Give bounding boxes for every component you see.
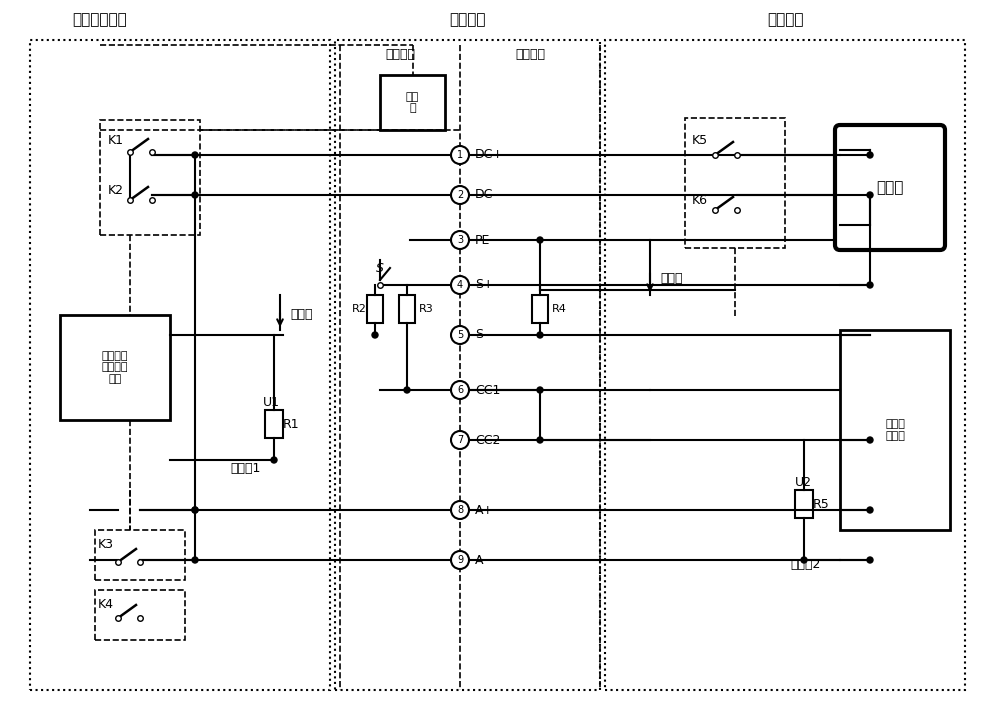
Text: K2: K2 bbox=[108, 183, 124, 196]
Text: 车辆控
制装置: 车辆控 制装置 bbox=[885, 419, 905, 441]
Text: 电动汽车: 电动汽车 bbox=[767, 13, 803, 28]
Text: 8: 8 bbox=[456, 505, 463, 515]
Text: 检测点1: 检测点1 bbox=[230, 461, 260, 474]
Text: CC1: CC1 bbox=[475, 383, 500, 397]
Circle shape bbox=[451, 276, 469, 294]
Bar bbox=[95, 530, 185, 580]
Circle shape bbox=[192, 152, 198, 158]
Text: 车身地: 车身地 bbox=[660, 272, 683, 284]
Text: K1: K1 bbox=[108, 134, 124, 146]
Circle shape bbox=[192, 192, 198, 198]
Text: 电池包: 电池包 bbox=[876, 180, 904, 195]
Text: DC+: DC+ bbox=[475, 149, 504, 161]
Text: 设备地: 设备地 bbox=[290, 309, 312, 321]
Bar bbox=[685, 118, 785, 248]
Text: 3: 3 bbox=[456, 235, 463, 245]
Text: 7: 7 bbox=[456, 435, 463, 445]
Text: K6: K6 bbox=[692, 193, 708, 206]
Circle shape bbox=[451, 551, 469, 569]
Circle shape bbox=[867, 282, 873, 288]
Text: A-: A- bbox=[475, 553, 487, 567]
Text: 1: 1 bbox=[456, 150, 463, 160]
Bar bbox=[60, 315, 170, 420]
Text: 9: 9 bbox=[456, 555, 463, 565]
Bar bbox=[605, 40, 965, 690]
Circle shape bbox=[867, 507, 873, 513]
Text: 5: 5 bbox=[456, 330, 463, 340]
Circle shape bbox=[867, 437, 873, 443]
Bar bbox=[335, 40, 600, 690]
Text: 4: 4 bbox=[456, 280, 463, 290]
Text: R3: R3 bbox=[419, 304, 433, 314]
Circle shape bbox=[867, 557, 873, 563]
Bar bbox=[690, 125, 770, 175]
Bar bbox=[840, 330, 950, 530]
Text: K3: K3 bbox=[98, 538, 114, 552]
Bar bbox=[795, 490, 813, 518]
Text: 检测点2: 检测点2 bbox=[790, 559, 821, 572]
Circle shape bbox=[271, 457, 277, 463]
Circle shape bbox=[537, 332, 543, 338]
Circle shape bbox=[801, 557, 807, 563]
Bar bbox=[30, 40, 330, 690]
Bar bbox=[105, 125, 180, 170]
Circle shape bbox=[192, 507, 198, 513]
Text: 2: 2 bbox=[456, 190, 463, 200]
Text: 车辆插头: 车辆插头 bbox=[385, 48, 415, 61]
Text: S: S bbox=[376, 262, 384, 274]
Circle shape bbox=[451, 146, 469, 164]
Text: S-: S- bbox=[475, 328, 487, 341]
Circle shape bbox=[867, 192, 873, 198]
Bar bbox=[690, 185, 770, 235]
Text: CC2: CC2 bbox=[475, 434, 500, 447]
Text: U1: U1 bbox=[263, 395, 280, 409]
Bar bbox=[105, 175, 180, 220]
Bar bbox=[265, 410, 283, 438]
Circle shape bbox=[537, 437, 543, 443]
Circle shape bbox=[192, 507, 198, 513]
Text: U2: U2 bbox=[795, 476, 812, 488]
Text: 车辆接口: 车辆接口 bbox=[449, 13, 486, 28]
Text: K5: K5 bbox=[692, 134, 708, 146]
Text: K4: K4 bbox=[98, 599, 114, 611]
Circle shape bbox=[451, 381, 469, 399]
Text: S+: S+ bbox=[475, 279, 493, 292]
Circle shape bbox=[451, 326, 469, 344]
Text: PE: PE bbox=[475, 233, 490, 247]
Circle shape bbox=[537, 237, 543, 243]
Text: 电子
锁: 电子 锁 bbox=[405, 92, 419, 113]
Text: 6: 6 bbox=[456, 385, 463, 395]
Text: A+: A+ bbox=[475, 503, 494, 516]
Circle shape bbox=[451, 231, 469, 249]
Text: R2: R2 bbox=[352, 304, 367, 314]
Text: DC-: DC- bbox=[475, 188, 497, 201]
Text: 车辆插座: 车辆插座 bbox=[515, 48, 545, 61]
Circle shape bbox=[404, 387, 410, 393]
Bar bbox=[95, 590, 185, 640]
Circle shape bbox=[372, 332, 378, 338]
Bar bbox=[532, 295, 548, 323]
Bar bbox=[380, 75, 445, 130]
Circle shape bbox=[537, 387, 543, 393]
Circle shape bbox=[451, 186, 469, 204]
Bar bbox=[399, 295, 415, 323]
Text: R5: R5 bbox=[813, 498, 830, 510]
Circle shape bbox=[867, 152, 873, 158]
Text: 非车载充电机: 非车载充电机 bbox=[73, 13, 127, 28]
Text: R1: R1 bbox=[283, 417, 299, 430]
Bar bbox=[367, 295, 383, 323]
Text: R4: R4 bbox=[552, 304, 567, 314]
FancyBboxPatch shape bbox=[835, 125, 945, 250]
Bar bbox=[100, 120, 200, 235]
Circle shape bbox=[451, 431, 469, 449]
Circle shape bbox=[192, 557, 198, 563]
Circle shape bbox=[451, 501, 469, 519]
Text: 非车载充
电机控制
装置: 非车载充 电机控制 装置 bbox=[102, 351, 128, 384]
